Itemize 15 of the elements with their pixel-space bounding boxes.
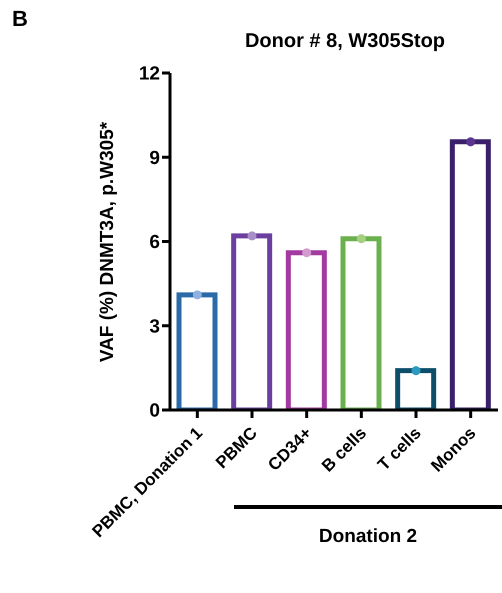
text: B bbox=[12, 6, 28, 32]
chart-title: Donor # 8, W305Stop bbox=[244, 30, 446, 53]
point bbox=[302, 248, 312, 258]
point bbox=[247, 231, 257, 240]
y-tick-label: 3 bbox=[149, 316, 160, 338]
point bbox=[356, 234, 366, 244]
y-tick-label: 6 bbox=[149, 232, 160, 254]
point bbox=[411, 366, 421, 376]
y-tick-label: 0 bbox=[149, 400, 160, 422]
text: Donation 2 bbox=[318, 526, 418, 548]
point bbox=[192, 290, 202, 300]
y-axis-title: VAF (%) DNMT3A, p.W305* bbox=[97, 122, 119, 362]
y-tick-label: 12 bbox=[138, 64, 160, 85]
y-tick-label: 9 bbox=[149, 148, 160, 169]
point bbox=[466, 137, 476, 146]
